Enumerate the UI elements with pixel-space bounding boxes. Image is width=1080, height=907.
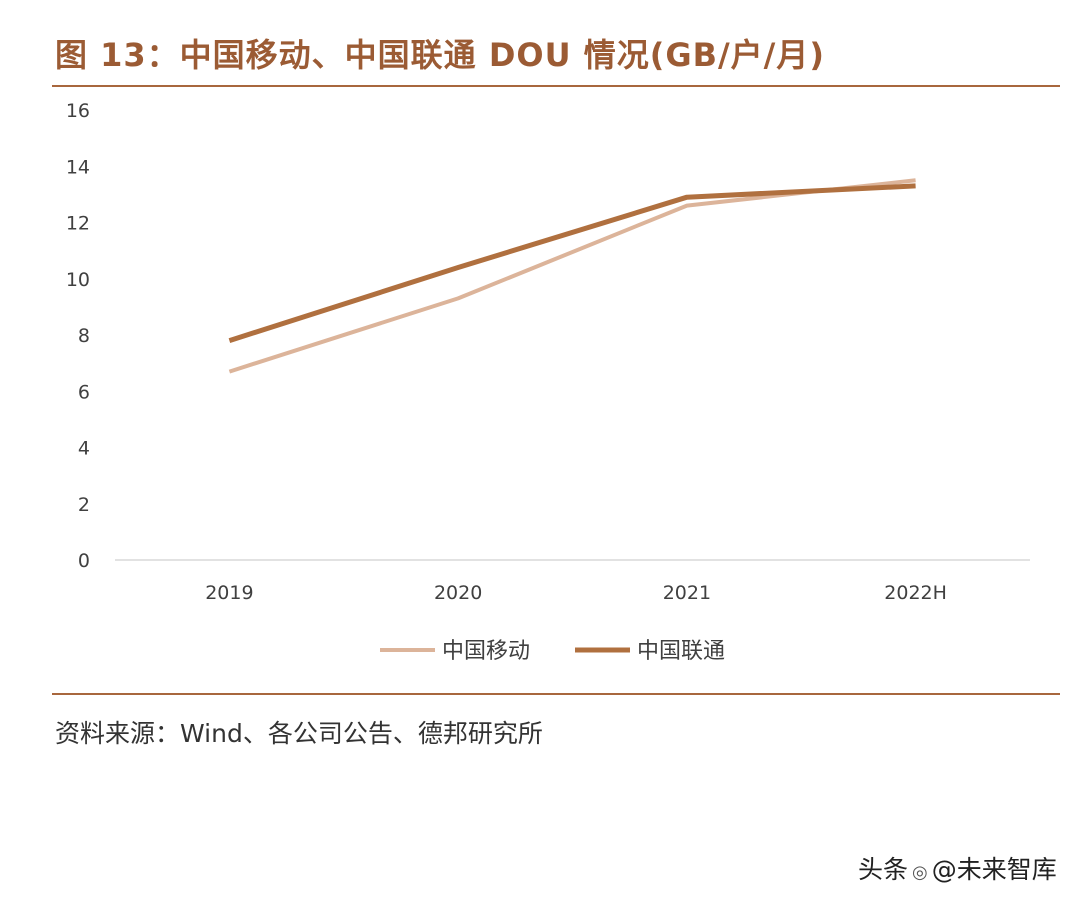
legend-label-2: 中国联通: [637, 639, 725, 664]
legend-label-1: 中国移动: [442, 639, 530, 664]
wechat-icon: ◎: [912, 862, 928, 883]
x-tick-label: 2021: [663, 582, 711, 604]
title-divider: [52, 85, 1060, 87]
x-axis: 2019 2020 2021 2022H: [205, 582, 947, 604]
y-tick-label: 4: [78, 438, 90, 460]
watermark: 头条 ◎ @未来智库: [858, 850, 1057, 886]
series-line-1: [228, 178, 916, 374]
y-tick-label: 0: [78, 550, 90, 572]
y-tick-label: 8: [78, 325, 90, 347]
y-axis: 0 2 4 6 8 10 12 14 16: [66, 100, 90, 572]
figure-title: 图 13：中国移动、中国联通 DOU 情况(GB/户/月): [55, 36, 825, 74]
source-divider: [52, 693, 1060, 695]
y-tick-label: 10: [66, 269, 90, 291]
x-tick-label: 2020: [434, 582, 482, 604]
y-tick-label: 14: [66, 156, 90, 178]
watermark-account: @未来智库: [931, 855, 1057, 884]
x-tick-label: 2019: [205, 582, 253, 604]
y-tick-label: 2: [78, 494, 90, 516]
y-tick-label: 6: [78, 381, 90, 403]
y-tick-label: 16: [66, 100, 90, 122]
series-group: [228, 178, 916, 374]
series-line-2: [228, 183, 916, 343]
x-tick-label: 2022H: [884, 582, 947, 604]
y-tick-label: 12: [66, 213, 90, 235]
watermark-prefix: 头条: [858, 855, 909, 884]
line-chart: 0 2 4 6 8 10 12 14 16 2019 2020 2021 2022H 中国移动 中国联通: [66, 100, 1030, 664]
legend: 中国移动 中国联通: [380, 639, 725, 664]
source-note: 资料来源：Wind、各公司公告、德邦研究所: [55, 719, 543, 748]
